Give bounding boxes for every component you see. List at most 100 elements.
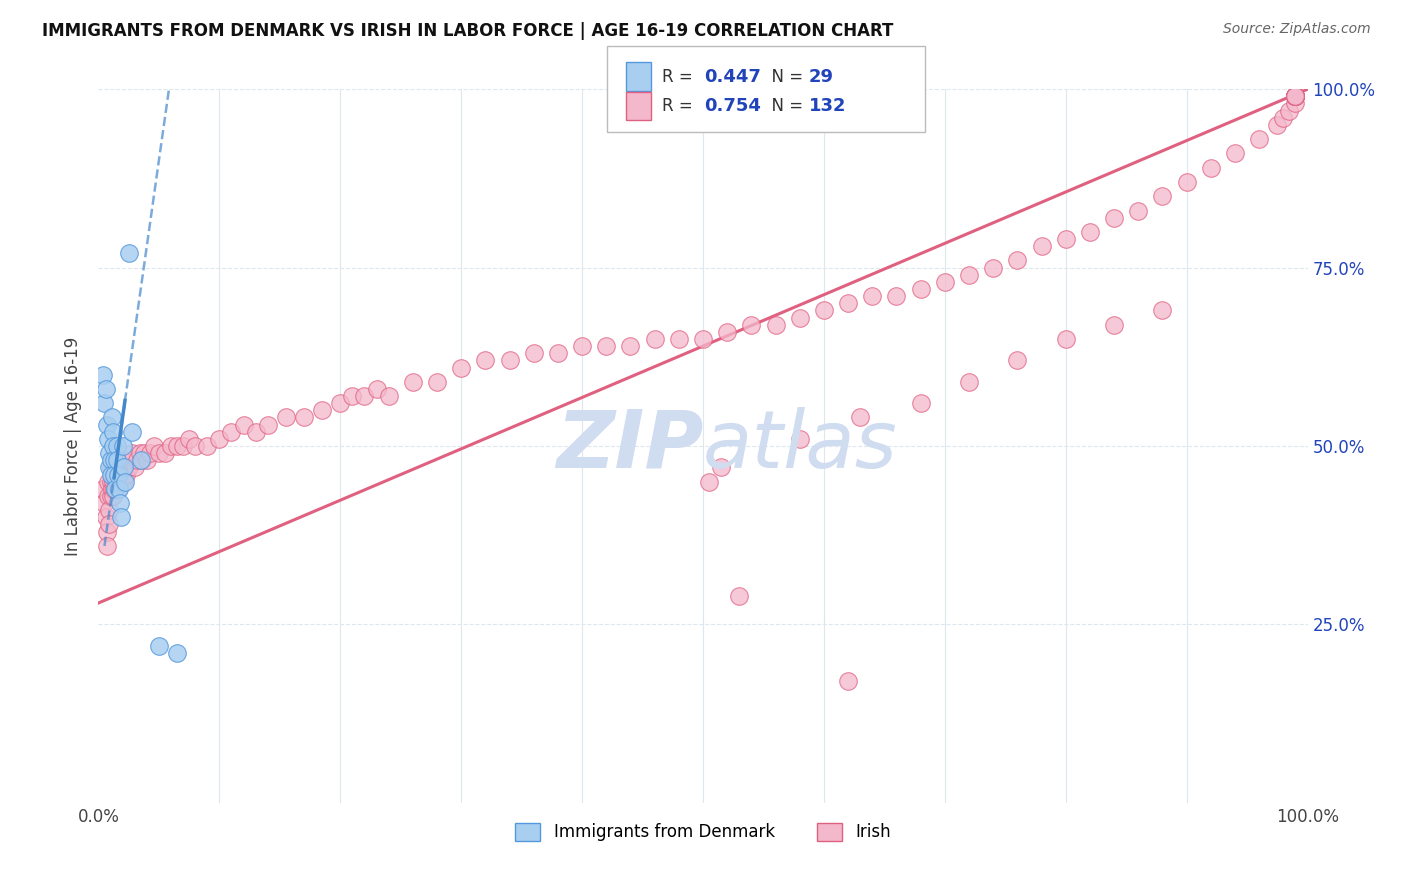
Point bbox=[91, 482, 114, 496]
Point bbox=[121, 425, 143, 439]
Point bbox=[710, 460, 733, 475]
Point bbox=[1284, 89, 1306, 103]
Point bbox=[118, 460, 141, 475]
Point bbox=[426, 375, 449, 389]
Point bbox=[1284, 89, 1306, 103]
Point bbox=[100, 467, 122, 482]
Text: N =: N = bbox=[761, 97, 808, 115]
Point bbox=[1284, 89, 1306, 103]
Point bbox=[112, 460, 135, 475]
Point bbox=[886, 289, 908, 303]
Point bbox=[103, 482, 125, 496]
Point bbox=[134, 446, 156, 460]
Point bbox=[849, 410, 872, 425]
Text: R =: R = bbox=[662, 68, 699, 86]
Point bbox=[1284, 89, 1306, 103]
Point bbox=[1284, 89, 1306, 103]
Point bbox=[813, 303, 835, 318]
Point bbox=[837, 674, 859, 689]
Point bbox=[114, 475, 136, 489]
Point bbox=[103, 467, 125, 482]
Point bbox=[789, 432, 811, 446]
Text: ZIP: ZIP bbox=[555, 407, 703, 485]
Point bbox=[114, 460, 136, 475]
Point bbox=[474, 353, 496, 368]
Point bbox=[1152, 189, 1174, 203]
Point bbox=[121, 446, 143, 460]
Point bbox=[789, 310, 811, 325]
Point bbox=[104, 467, 127, 482]
Point bbox=[105, 453, 128, 467]
Point bbox=[172, 439, 194, 453]
Point bbox=[1054, 232, 1077, 246]
Point bbox=[765, 318, 787, 332]
Point bbox=[402, 375, 425, 389]
Point bbox=[160, 439, 183, 453]
Point bbox=[101, 425, 124, 439]
Point bbox=[1284, 96, 1306, 111]
Point bbox=[107, 467, 129, 482]
Point bbox=[112, 467, 135, 482]
Point bbox=[91, 368, 114, 382]
Point bbox=[1223, 146, 1246, 161]
Point bbox=[124, 460, 146, 475]
Text: N =: N = bbox=[761, 68, 808, 86]
Point bbox=[100, 467, 122, 482]
Point bbox=[105, 439, 128, 453]
Point bbox=[98, 446, 121, 460]
Point bbox=[97, 489, 120, 503]
Point bbox=[98, 517, 121, 532]
Point bbox=[329, 396, 352, 410]
Point bbox=[292, 410, 315, 425]
Point bbox=[1284, 89, 1306, 103]
Point bbox=[1284, 89, 1306, 103]
Point bbox=[1284, 89, 1306, 103]
Point bbox=[910, 396, 932, 410]
Point bbox=[366, 382, 388, 396]
Point bbox=[100, 460, 122, 475]
Point bbox=[692, 332, 714, 346]
Point bbox=[94, 382, 117, 396]
Point bbox=[115, 467, 138, 482]
Point bbox=[131, 453, 153, 467]
Point bbox=[143, 439, 166, 453]
Text: 0.754: 0.754 bbox=[704, 97, 761, 115]
Point bbox=[1102, 318, 1125, 332]
Point bbox=[1031, 239, 1053, 253]
Point bbox=[98, 460, 121, 475]
Point bbox=[1284, 89, 1306, 103]
Point bbox=[221, 425, 243, 439]
Point bbox=[97, 475, 120, 489]
Text: R =: R = bbox=[662, 97, 699, 115]
Point bbox=[100, 489, 122, 503]
Point bbox=[1278, 103, 1301, 118]
Point bbox=[108, 475, 131, 489]
Point bbox=[523, 346, 546, 360]
Point bbox=[108, 482, 131, 496]
Point bbox=[93, 496, 115, 510]
Point bbox=[1102, 211, 1125, 225]
Point bbox=[94, 510, 117, 524]
Point bbox=[127, 453, 149, 467]
Point bbox=[1175, 175, 1198, 189]
Point bbox=[110, 510, 132, 524]
Point bbox=[110, 467, 132, 482]
Point bbox=[668, 332, 690, 346]
Point bbox=[571, 339, 593, 353]
Point bbox=[1284, 89, 1306, 103]
Y-axis label: In Labor Force | Age 16-19: In Labor Force | Age 16-19 bbox=[65, 336, 83, 556]
Point bbox=[105, 460, 128, 475]
Legend: Immigrants from Denmark, Irish: Immigrants from Denmark, Irish bbox=[509, 816, 897, 848]
Text: 29: 29 bbox=[808, 68, 834, 86]
Point bbox=[1078, 225, 1101, 239]
Point bbox=[101, 489, 124, 503]
Point bbox=[1267, 118, 1289, 132]
Point bbox=[957, 268, 980, 282]
Point bbox=[118, 246, 141, 260]
Point bbox=[595, 339, 617, 353]
Point bbox=[101, 475, 124, 489]
Point bbox=[1249, 132, 1271, 146]
Point bbox=[256, 417, 278, 432]
Point bbox=[166, 439, 188, 453]
Point bbox=[1284, 89, 1306, 103]
